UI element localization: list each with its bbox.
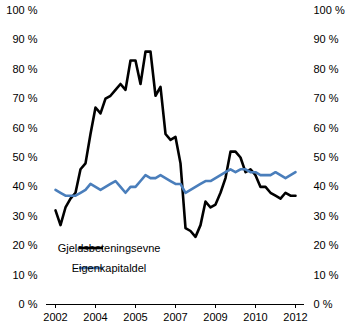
svg-text:2012: 2012 (283, 311, 307, 323)
svg-text:50 %: 50 % (12, 151, 37, 163)
svg-text:100 %: 100 % (314, 4, 345, 16)
svg-text:10 %: 10 % (314, 269, 339, 281)
svg-text:90 %: 90 % (12, 33, 37, 45)
svg-text:60 %: 60 % (12, 122, 37, 134)
svg-text:20 %: 20 % (12, 239, 37, 251)
svg-text:0 %: 0 % (19, 298, 38, 310)
svg-text:70 %: 70 % (12, 92, 37, 104)
svg-text:90 %: 90 % (314, 33, 339, 45)
svg-text:2004: 2004 (83, 311, 107, 323)
svg-text:Gjeldsbeteningsevne: Gjeldsbeteningsevne (58, 242, 161, 254)
svg-text:80 %: 80 % (314, 63, 339, 75)
svg-text:2010: 2010 (243, 311, 267, 323)
svg-text:2005: 2005 (123, 311, 147, 323)
svg-text:10 %: 10 % (12, 269, 37, 281)
svg-text:Eigenkapitaldel: Eigenkapitaldel (72, 262, 147, 274)
svg-text:40 %: 40 % (12, 180, 37, 192)
svg-text:20 %: 20 % (314, 239, 339, 251)
svg-text:2009: 2009 (203, 311, 227, 323)
svg-text:70 %: 70 % (314, 92, 339, 104)
svg-text:80 %: 80 % (12, 63, 37, 75)
svg-text:40 %: 40 % (314, 180, 339, 192)
svg-text:30 %: 30 % (314, 210, 339, 222)
svg-text:60 %: 60 % (314, 122, 339, 134)
svg-text:2002: 2002 (43, 311, 67, 323)
svg-text:100 %: 100 % (6, 4, 37, 16)
svg-text:2007: 2007 (163, 311, 187, 323)
svg-text:0 %: 0 % (314, 298, 333, 310)
svg-text:50 %: 50 % (314, 151, 339, 163)
svg-text:30 %: 30 % (12, 210, 37, 222)
